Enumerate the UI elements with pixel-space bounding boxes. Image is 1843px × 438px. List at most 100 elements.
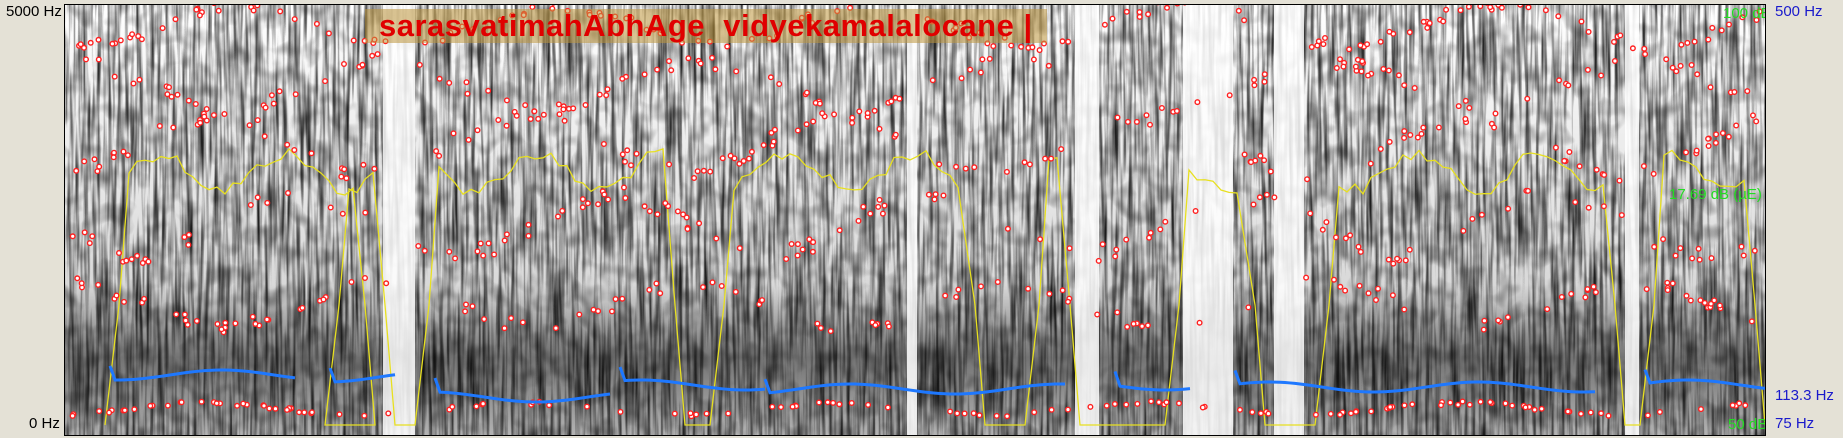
- formant-dot: [1336, 56, 1343, 63]
- formant-dot: [145, 258, 152, 265]
- formant-dot: [925, 191, 932, 198]
- formant-dot: [816, 399, 823, 406]
- formant-dot: [480, 400, 487, 407]
- formant-dot: [73, 167, 80, 174]
- formant-dot: [697, 60, 704, 67]
- formant-dot: [383, 280, 390, 287]
- formant-dot: [513, 112, 520, 119]
- formant-dot: [1307, 210, 1314, 217]
- formant-dot: [709, 279, 716, 286]
- formant-dot: [116, 249, 123, 256]
- pitch-segment: [108, 365, 296, 382]
- formant-dot: [495, 116, 502, 123]
- formant-dot: [336, 411, 343, 418]
- formant-dot: [1385, 256, 1392, 263]
- formant-dot: [732, 288, 739, 295]
- formant-dot: [979, 56, 986, 63]
- formant-dot: [374, 51, 381, 58]
- formant-dot: [1694, 71, 1701, 78]
- formant-dot: [1332, 234, 1339, 241]
- formant-dot: [1251, 76, 1258, 83]
- formant-dot: [794, 241, 801, 248]
- formant-dot: [1576, 163, 1583, 170]
- formant-dot: [770, 138, 777, 145]
- formant-dot: [1697, 406, 1704, 413]
- formant-dot: [1358, 68, 1365, 75]
- formant-dot: [463, 79, 470, 86]
- formant-dot: [619, 151, 626, 158]
- formant-dot: [1462, 115, 1469, 122]
- formant-dot: [601, 191, 608, 198]
- formant-dot: [559, 207, 566, 214]
- formant-dot: [1251, 82, 1258, 89]
- formant-dot: [1672, 252, 1679, 259]
- formant-dot: [221, 110, 228, 117]
- formant-dot: [91, 156, 98, 163]
- formant-dot: [769, 403, 776, 410]
- formant-dot: [617, 408, 624, 415]
- formant-dot: [1695, 245, 1702, 252]
- formant-dot: [436, 152, 443, 159]
- formant-dot: [1618, 212, 1625, 219]
- formant-dot: [993, 412, 1000, 419]
- formant-dot: [192, 100, 199, 107]
- formant-dot: [338, 173, 345, 180]
- formant-dot: [931, 196, 938, 203]
- formant-dot: [561, 117, 568, 124]
- formant-dot: [1716, 302, 1723, 309]
- silence-gaps: [383, 5, 1639, 435]
- formant-dot: [1109, 15, 1116, 22]
- formant-dot: [1164, 5, 1170, 11]
- formant-dot: [1261, 71, 1268, 78]
- formant-dot: [503, 97, 510, 104]
- formant-dot: [232, 320, 239, 327]
- formant-dot: [449, 403, 456, 410]
- formant-dot: [768, 129, 775, 136]
- formant-dot: [222, 319, 229, 326]
- formant-dot: [1401, 82, 1408, 89]
- formant-dot: [725, 410, 732, 417]
- formant-dot: [1406, 29, 1413, 36]
- formant-dot: [962, 165, 969, 172]
- formant-dot: [81, 229, 88, 236]
- formant-dot: [1094, 311, 1101, 318]
- formant-dot: [1736, 400, 1743, 407]
- formant-dot: [1696, 256, 1703, 263]
- formant-dot: [1605, 412, 1612, 419]
- formant-dot: [272, 405, 279, 412]
- formant-dot: [121, 407, 128, 414]
- formant-dot: [967, 66, 974, 73]
- formant-dot: [436, 75, 443, 82]
- formant-dot: [1145, 11, 1152, 18]
- formant-dot: [1377, 145, 1384, 152]
- formant-dot: [1409, 401, 1416, 408]
- formant-dot: [1469, 215, 1476, 222]
- formant-dot: [875, 203, 882, 210]
- formant-dot: [1610, 38, 1617, 45]
- formant-dot: [254, 117, 261, 124]
- formant-dot: [371, 165, 378, 172]
- formant-dot: [185, 241, 192, 248]
- formant-dot: [1753, 16, 1760, 23]
- formant-dot: [860, 203, 867, 210]
- formant-dot: [646, 208, 653, 215]
- spectrogram-canvas[interactable]: sarasvatimahAbhAge vidyekamalalocane | 1…: [64, 4, 1766, 436]
- formant-dot: [415, 242, 422, 249]
- formant-dot: [350, 37, 357, 44]
- formant-dot: [1087, 403, 1094, 410]
- formant-dot: [1411, 84, 1418, 91]
- formant-dot: [292, 91, 299, 98]
- formant-dot: [671, 410, 678, 417]
- formant-dot: [276, 88, 283, 95]
- formant-dot: [385, 410, 392, 417]
- formant-dot: [970, 410, 977, 417]
- formant-dot: [1531, 406, 1538, 413]
- formant-dot: [322, 78, 329, 85]
- formant-dot: [1707, 300, 1714, 307]
- formant-dot: [86, 240, 93, 247]
- formant-dot: [881, 202, 888, 209]
- formant-dot: [1669, 64, 1676, 71]
- formant-dot: [1357, 42, 1364, 49]
- formant-dot: [1241, 151, 1248, 158]
- formant-dot: [268, 92, 275, 99]
